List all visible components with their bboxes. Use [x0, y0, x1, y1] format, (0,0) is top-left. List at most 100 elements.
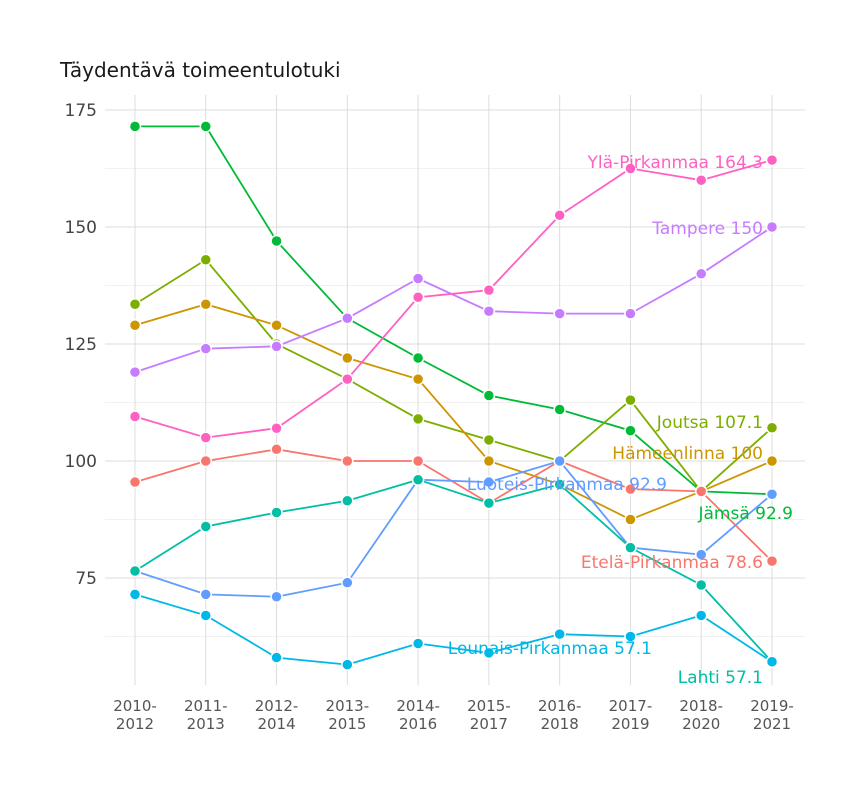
series-line-ylä-pirkanmaa	[134, 159, 773, 439]
data-point-lounais-pirkanmaa	[411, 637, 425, 650]
series-points	[128, 120, 779, 671]
data-point-lahti	[199, 520, 213, 533]
series-label-lounais-pirkanmaa: Lounais-Pirkanmaa 57.1	[448, 639, 652, 659]
x-tick-label: 2017-2019	[609, 697, 653, 733]
x-tick-label: 2012-2014	[255, 697, 299, 733]
data-point-lounais-pirkanmaa	[270, 651, 283, 664]
series-label-joutsa: Joutsa 107.1	[656, 413, 763, 433]
data-point-lahti	[411, 473, 425, 486]
data-point-lounais-pirkanmaa	[765, 655, 779, 669]
data-point-etelä-pirkanmaa	[624, 482, 637, 496]
series-line-lahti	[134, 478, 773, 663]
series-line-joutsa	[134, 258, 773, 493]
data-point-joutsa	[482, 433, 496, 447]
data-point-etelä-pirkanmaa	[411, 454, 425, 468]
data-point-luoteis-pirkanmaa	[694, 548, 708, 561]
data-point-ylä-pirkanmaa	[199, 431, 213, 444]
series-label-jämsä: Jämsä 92.9	[697, 504, 793, 524]
data-point-etelä-pirkanmaa	[341, 454, 354, 468]
data-point-hämeenlinna	[624, 513, 637, 526]
series-label-ylä-pirkanmaa: Ylä-Pirkanmaa 164.3	[587, 153, 763, 173]
data-point-lahti	[694, 578, 708, 592]
y-tick-label: 75	[75, 569, 97, 589]
data-point-luoteis-pirkanmaa	[482, 475, 496, 489]
data-point-lahti	[128, 564, 142, 578]
x-tick-label: 2010-2012	[113, 697, 157, 733]
data-point-jämsä	[128, 120, 142, 133]
x-tick-label: 2019-2021	[750, 697, 794, 733]
data-point-joutsa	[411, 412, 425, 426]
data-point-lounais-pirkanmaa	[694, 609, 708, 622]
series-line-etelä-pirkanmaa	[134, 448, 773, 562]
series-line-jämsä	[135, 125, 773, 496]
data-point-tampere	[765, 220, 779, 234]
data-point-hämeenlinna	[270, 319, 283, 332]
data-point-joutsa	[624, 393, 637, 407]
y-axis-ticks: 75 100 125 150 175	[65, 101, 97, 589]
data-point-jämsä	[270, 234, 283, 248]
data-point-ylä-pirkanmaa	[128, 410, 142, 423]
data-point-tampere	[411, 272, 425, 285]
series-line-lounais-pirkanmaa	[134, 593, 773, 666]
data-point-etelä-pirkanmaa	[199, 454, 213, 468]
data-point-jämsä	[553, 403, 566, 416]
data-point-etelä-pirkanmaa	[128, 475, 142, 489]
data-point-tampere	[553, 307, 566, 320]
data-point-lounais-pirkanmaa	[482, 646, 496, 660]
series-line-luoteis-pirkanmaa	[134, 459, 773, 598]
data-point-tampere	[694, 267, 708, 281]
data-point-lounais-pirkanmaa	[199, 609, 213, 622]
data-point-lahti	[341, 494, 354, 508]
data-point-etelä-pirkanmaa	[270, 443, 283, 456]
data-point-ylä-pirkanmaa	[482, 283, 496, 297]
data-point-joutsa	[199, 253, 213, 267]
y-tick-label: 125	[65, 335, 97, 355]
x-tick-label: 2014-2016	[396, 697, 440, 733]
data-point-etelä-pirkanmaa	[694, 485, 708, 498]
data-point-lounais-pirkanmaa	[553, 627, 566, 641]
data-point-joutsa	[128, 297, 142, 311]
series-label-tampere: Tampere 150	[651, 219, 763, 239]
y-tick-label: 175	[65, 101, 97, 121]
series-end-labels: Jämsä 92.9 Joutsa 107.1 Hämeenlinna 100 Tam…	[448, 153, 793, 688]
data-point-ylä-pirkanmaa	[624, 162, 637, 175]
data-point-tampere	[341, 312, 354, 325]
x-tick-label: 2013-2015	[326, 697, 370, 733]
y-tick-label: 100	[65, 452, 97, 472]
data-point-jämsä	[199, 120, 213, 133]
data-point-tampere	[482, 304, 496, 318]
x-tick-label: 2015-2017	[467, 697, 511, 733]
data-point-tampere	[128, 365, 142, 379]
x-tick-label: 2016-2018	[538, 697, 582, 733]
data-point-lahti	[624, 541, 637, 554]
data-point-jämsä	[411, 351, 425, 365]
data-point-ylä-pirkanmaa	[553, 209, 566, 222]
data-point-tampere	[199, 342, 213, 355]
data-point-ylä-pirkanmaa	[411, 290, 425, 304]
series-lines	[134, 125, 773, 666]
x-tick-label: 2011-2013	[184, 697, 228, 733]
data-point-lahti	[270, 506, 283, 519]
series-label-etelä-pirkanmaa: Etelä-Pirkanmaa 78.6	[581, 553, 763, 573]
data-point-joutsa	[765, 421, 779, 435]
data-point-luoteis-pirkanmaa	[270, 590, 283, 603]
data-point-hämeenlinna	[199, 297, 213, 311]
data-point-etelä-pirkanmaa	[765, 554, 779, 568]
data-point-luoteis-pirkanmaa	[341, 576, 354, 589]
data-point-ylä-pirkanmaa	[341, 372, 354, 386]
series-line-tampere	[134, 226, 773, 373]
data-point-luoteis-pirkanmaa	[553, 454, 566, 468]
series-line-hämeenlinna	[134, 303, 773, 521]
data-point-lahti	[482, 496, 496, 510]
series-label-hämeenlinna: Hämeenlinna 100	[612, 444, 763, 464]
data-point-hämeenlinna	[482, 454, 496, 468]
data-point-hämeenlinna	[765, 454, 779, 468]
y-tick-label: 150	[65, 218, 97, 238]
x-axis-ticks: 2010-2012 2011-2013 2012-2014 2013-2015 2014…	[113, 697, 794, 733]
chart-title: Täydentävä toimeentulotuki	[59, 58, 341, 82]
series-label-lahti: Lahti 57.1	[678, 668, 763, 688]
series-label-luoteis-pirkanmaa: Luoteis-Pirkanmaa 92.9	[467, 475, 667, 495]
data-point-ylä-pirkanmaa	[694, 173, 708, 187]
data-point-jämsä	[482, 389, 496, 402]
